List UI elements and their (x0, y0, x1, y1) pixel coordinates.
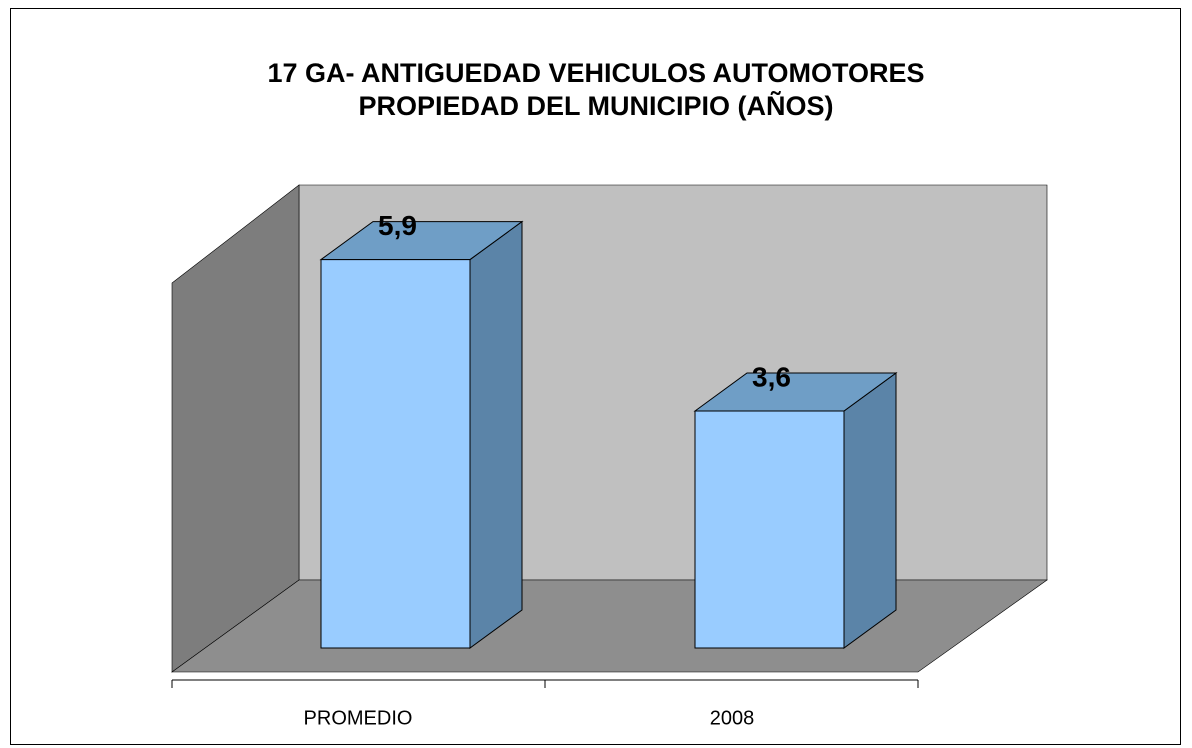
chart-title: PROPIEDAD DEL MUNICIPIO (AÑOS) (358, 90, 833, 121)
bar-side (843, 372, 897, 649)
bar-front (694, 410, 845, 649)
chart-title: 17 GA- ANTIGUEDAD VEHICULOS AUTOMOTORES (267, 58, 924, 88)
value-label: 3,6 (752, 361, 791, 392)
bar (693, 372, 898, 649)
bar-front (320, 259, 471, 649)
value-label: 5,9 (378, 210, 417, 241)
bar (319, 220, 524, 649)
bar-side (469, 220, 523, 649)
x-tick-label: PROMEDIO (304, 707, 413, 729)
x-tick-label: 2008 (710, 707, 755, 729)
floor (171, 579, 1048, 673)
